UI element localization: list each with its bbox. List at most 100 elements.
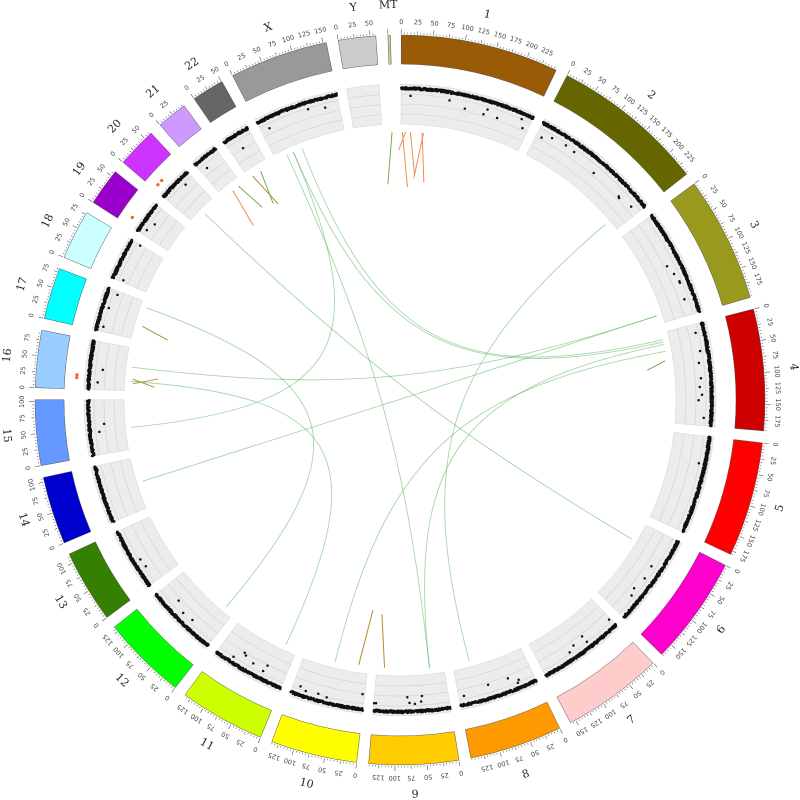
cn-point	[672, 272, 676, 276]
sv-segment	[252, 175, 279, 205]
cn-point	[191, 618, 194, 622]
track-gridline	[168, 583, 218, 634]
track-gridline	[696, 323, 707, 426]
cn-point	[517, 678, 520, 682]
track-gridline	[375, 681, 447, 687]
track-gridline	[630, 230, 675, 320]
link-2-8	[444, 224, 606, 662]
copy-number-track	[83, 83, 717, 717]
track-gridline	[131, 524, 163, 577]
cn-gain-point	[75, 373, 79, 377]
cn-point	[116, 293, 119, 297]
track-gridline	[646, 218, 694, 315]
cn-point	[419, 700, 423, 703]
track-gridline	[259, 100, 339, 129]
cn-point	[361, 692, 364, 696]
translocation-links	[130, 148, 666, 669]
cn-point	[325, 696, 328, 699]
cn-point	[122, 278, 125, 282]
cn-point	[700, 393, 704, 397]
cn-gain-point	[130, 215, 134, 220]
cn-point	[306, 108, 310, 111]
cn-point	[678, 281, 682, 284]
sv-segment	[238, 185, 263, 208]
cn-point	[144, 564, 148, 568]
cn-point	[568, 651, 571, 654]
track-gridline	[638, 224, 685, 317]
track-gridline	[227, 132, 251, 148]
cn-point	[572, 644, 575, 647]
cn-gain-point	[160, 178, 164, 183]
track-gridline	[100, 464, 119, 521]
cn-point	[214, 147, 218, 151]
cn-point	[642, 206, 646, 209]
track-gridline	[118, 242, 138, 281]
track-gridline	[264, 109, 341, 138]
cn-point	[495, 116, 499, 120]
cn-point	[154, 592, 158, 596]
track-gridline	[140, 520, 171, 571]
track-gridline	[542, 620, 613, 671]
track-gridline	[113, 399, 119, 452]
track-gridline	[120, 296, 134, 337]
cn-point	[710, 424, 713, 428]
cn-point	[699, 376, 703, 380]
cn-point	[462, 694, 466, 698]
track-gridline	[457, 665, 530, 691]
cn-point	[463, 107, 467, 110]
cn-point	[617, 196, 621, 200]
cn-point	[130, 238, 134, 242]
track-gridline	[455, 656, 526, 681]
track-gridline	[349, 104, 381, 109]
sv-segment	[413, 132, 425, 179]
track-bg-chr-20	[159, 168, 213, 221]
link-20-6	[204, 213, 632, 540]
cn-point	[544, 674, 547, 677]
track-gridline	[160, 590, 212, 642]
track-gridline	[167, 176, 192, 201]
link-3-14	[142, 315, 657, 482]
track-bg-chr-5	[649, 432, 715, 535]
track-gridline	[351, 114, 382, 119]
track-gridline	[110, 462, 128, 517]
cn-point	[585, 640, 589, 643]
cn-point	[697, 361, 701, 365]
track-gridline	[604, 529, 656, 600]
cn-point	[335, 92, 338, 95]
track-gridline	[198, 153, 220, 170]
cn-point	[697, 462, 701, 465]
cn-point	[698, 349, 702, 353]
link-4-9	[424, 343, 665, 669]
cn-point	[266, 664, 269, 667]
cn-point	[632, 587, 636, 590]
cn-point	[177, 599, 180, 602]
cn-point	[268, 126, 271, 130]
ideogram-ring	[34, 34, 766, 766]
track-bg-chr-X	[254, 90, 345, 156]
link-X-9	[286, 154, 430, 669]
track-gridline	[120, 460, 138, 513]
cn-point	[323, 106, 327, 109]
cn-point	[521, 126, 524, 130]
cn-point	[181, 611, 185, 615]
cn-point	[98, 430, 101, 434]
track-gridline	[374, 691, 448, 697]
cn-point	[261, 669, 265, 673]
cn-point	[630, 594, 633, 597]
track-gridline	[136, 253, 155, 289]
track-gridline	[535, 136, 633, 218]
track-gridline	[231, 630, 291, 665]
track-gridline	[238, 150, 261, 165]
track-gridline	[268, 119, 343, 147]
track-gridline	[676, 328, 687, 425]
sv-segment	[142, 325, 168, 341]
track-gridline	[111, 293, 125, 334]
cn-point	[215, 650, 218, 654]
cn-point	[243, 651, 246, 655]
cn-point	[138, 244, 142, 247]
track-gridline	[175, 183, 199, 208]
cn-point	[607, 618, 611, 621]
cn-point	[486, 683, 490, 687]
cn-point	[650, 565, 653, 568]
